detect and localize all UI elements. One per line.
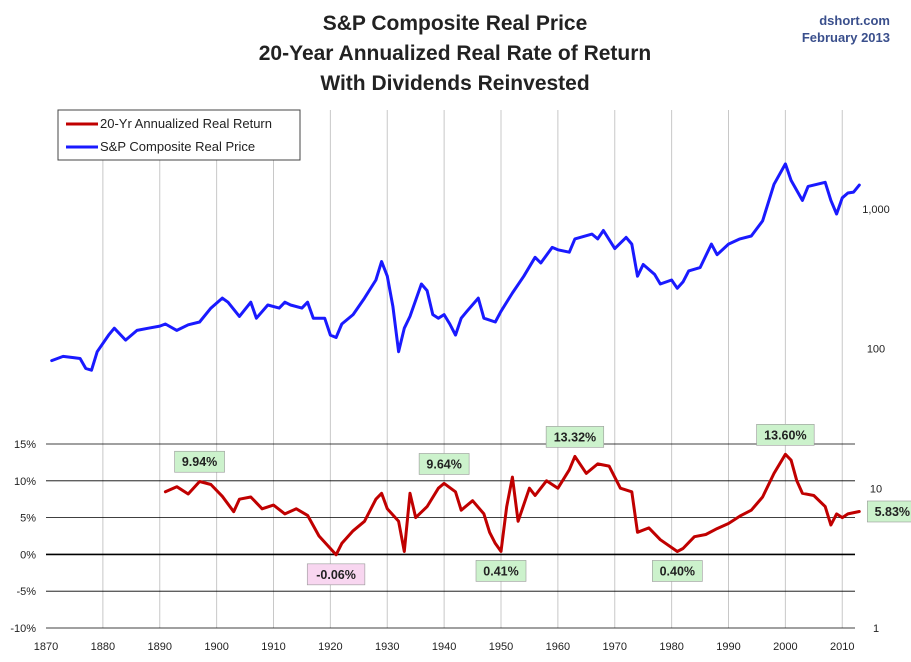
x-tick-label: 1930: [375, 641, 399, 653]
annotation-callout: 9.94%: [174, 450, 225, 473]
annotation-callout: -0.06%: [306, 563, 366, 586]
annotation-callout: 5.83%: [867, 500, 911, 523]
annotation-label: 9.94%: [182, 455, 217, 469]
credit-date: February 2013: [802, 30, 890, 45]
chart-title-line1: S&P Composite Real Price: [323, 12, 588, 35]
vertical-gridlines: [102, 110, 843, 628]
annotation-box: [545, 426, 605, 448]
annotation-label: 0.41%: [483, 564, 518, 578]
chart-title-line3: With Dividends Reinvested: [320, 72, 589, 95]
legend-label-price: S&P Composite Real Price: [100, 139, 255, 154]
annotation-box: [867, 500, 911, 523]
annotation-box: [174, 450, 225, 473]
left-tick-label: 15%: [14, 439, 36, 451]
x-tick-label: 1880: [91, 641, 115, 653]
annotation-callout: 0.41%: [475, 560, 527, 582]
annotation-box: [306, 563, 366, 586]
left-axis-ticks: 15% 10% 5% 0% -5% -10%: [10, 439, 36, 635]
right-axis-ticks: 1,000 100 10 1: [862, 204, 890, 635]
right-tick-label: 100: [867, 344, 885, 356]
annotation-label: -0.06%: [316, 568, 356, 582]
left-tick-label: 10%: [14, 476, 36, 488]
right-tick-label: 1: [873, 623, 879, 635]
annotation-callout: 13.32%: [545, 426, 605, 448]
x-tick-label: 1960: [546, 641, 570, 653]
annotation-callout: 13.60%: [756, 424, 815, 446]
series-line-price: [50, 162, 861, 372]
annotation-label: 13.32%: [554, 430, 596, 444]
x-tick-label: 1970: [603, 641, 627, 653]
left-tick-label: 0%: [20, 549, 36, 561]
chart-title-line2: 20-Year Annualized Real Rate of Return: [259, 42, 652, 65]
series-line-return: [163, 452, 861, 557]
annotation-box: [418, 453, 470, 475]
x-tick-label: 2010: [830, 641, 854, 653]
x-tick-label: 1900: [204, 641, 228, 653]
x-tick-label: 1940: [432, 641, 456, 653]
annotation-label: 0.40%: [660, 564, 695, 578]
annotation-callout: 9.64%: [418, 453, 470, 475]
left-tick-label: 5%: [20, 513, 36, 525]
annotation-callout: 0.40%: [652, 560, 703, 582]
annotation-box: [652, 560, 703, 582]
legend-label-return: 20-Yr Annualized Real Return: [100, 116, 272, 131]
horizontal-gridlines: [46, 443, 855, 629]
annotation-box: [475, 560, 527, 582]
right-tick-label: 1,000: [862, 204, 890, 216]
x-tick-label: 1890: [148, 641, 172, 653]
x-tick-label: 1990: [716, 641, 740, 653]
credit-site: dshort.com: [819, 13, 890, 28]
x-tick-label: 1950: [489, 641, 513, 653]
legend: 20-Yr Annualized Real Return S&P Composi…: [57, 109, 301, 161]
legend-box: [57, 109, 301, 161]
x-tick-label: 1920: [318, 641, 342, 653]
annotation-label: 9.64%: [426, 457, 461, 471]
x-tick-label: 1980: [659, 641, 683, 653]
x-tick-label: 1870: [34, 641, 58, 653]
x-tick-label: 2000: [773, 641, 797, 653]
x-tick-label: 1910: [261, 641, 285, 653]
left-tick-label: -10%: [10, 623, 36, 635]
annotation-label: 13.60%: [764, 428, 806, 442]
annotation-box: [756, 424, 815, 446]
right-tick-label: 10: [870, 483, 882, 495]
annotations: 9.94% -0.06% 9.64% 0.41% 13.32% 0.40% 13.60% 5.…: [174, 424, 911, 586]
annotation-label: 5.83%: [875, 505, 910, 519]
left-tick-label: -5%: [16, 586, 36, 598]
x-axis-ticks: 1870 1880 1890 1900 1910 1920 1930 1940 1950 1960…: [34, 641, 855, 653]
